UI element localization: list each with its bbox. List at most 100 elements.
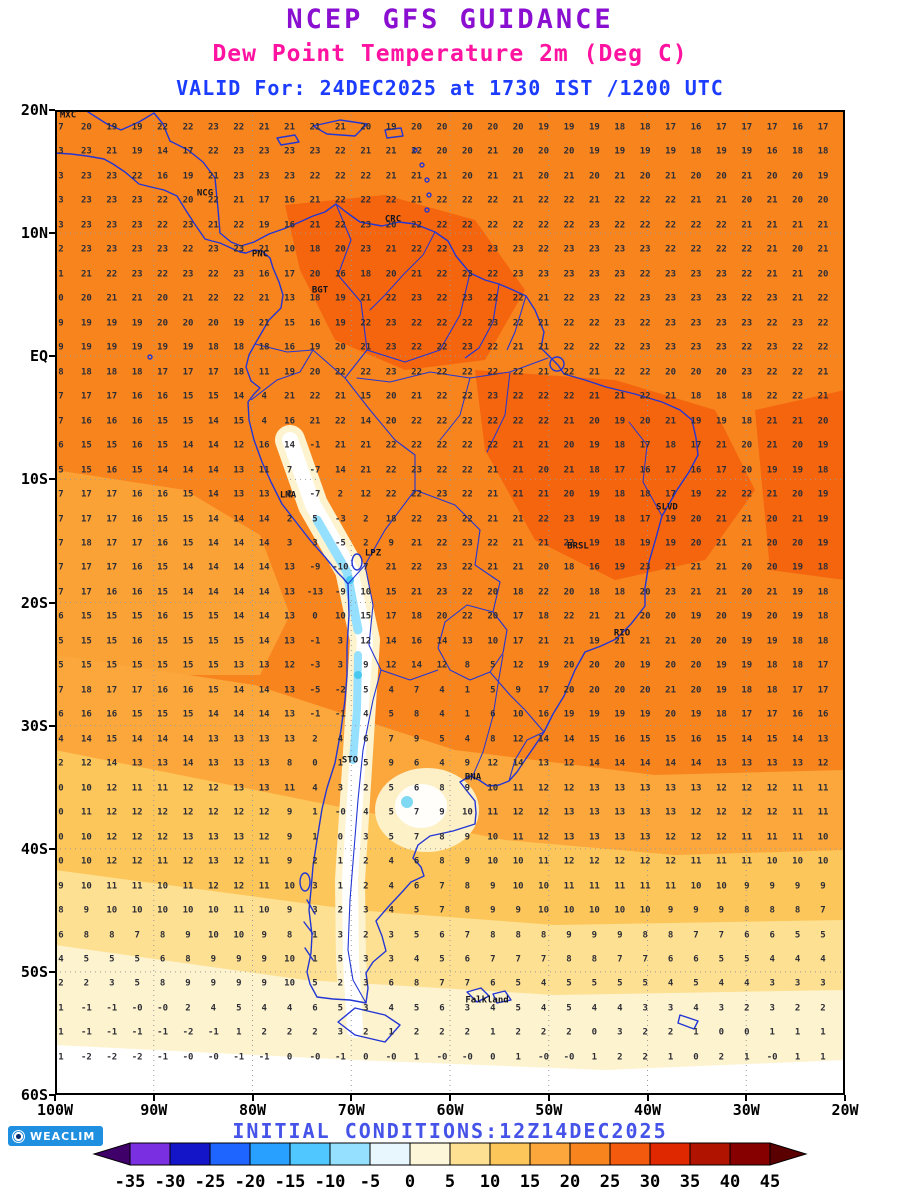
grid-value: 21 <box>411 587 423 598</box>
grid-value: 21 <box>715 195 727 206</box>
grid-value: 13 <box>258 734 270 745</box>
grid-value: 11 <box>80 807 92 818</box>
grid-value: 22 <box>436 244 448 255</box>
grid-value: 21 <box>715 514 727 525</box>
grid-value: -1 <box>106 1027 118 1038</box>
grid-value: 22 <box>334 171 346 182</box>
initial-conditions-label: INITIAL CONDITIONS:12Z14DEC2025 <box>232 1119 668 1143</box>
grid-value: 14 <box>690 758 702 769</box>
grid-value: 21 <box>538 342 550 353</box>
grid-value: 2 <box>413 1027 420 1038</box>
grid-value: 20 <box>715 636 727 647</box>
grid-value: -13 <box>306 587 324 598</box>
grid-value: 20 <box>512 122 524 133</box>
grid-value: 9 <box>820 881 826 892</box>
grid-value: 2 <box>794 1003 801 1014</box>
grid-value: 21 <box>588 195 600 206</box>
grid-value: 23 <box>258 171 270 182</box>
grid-value: 12 <box>715 807 727 818</box>
page-subtitle: Dew Point Temperature 2m (Deg C) <box>212 41 688 67</box>
grid-value: 15 <box>385 587 397 598</box>
grid-value: -1 <box>157 1027 169 1038</box>
grid-value: 22 <box>563 538 575 549</box>
grid-value: 13 <box>284 685 296 696</box>
grid-value: 15 <box>207 660 219 671</box>
grid-value: 10 <box>614 905 626 916</box>
grid-value: 16 <box>284 195 296 206</box>
grid-value: 18 <box>715 709 727 720</box>
grid-value: 14 <box>182 734 194 745</box>
map-graphic <box>55 110 845 1095</box>
grid-value: 11 <box>715 856 727 867</box>
grid-value: 20 <box>614 685 626 696</box>
grid-value: 14 <box>233 562 245 573</box>
grid-value: 2 <box>363 881 369 892</box>
grid-value: 11 <box>131 881 143 892</box>
grid-value: 13 <box>284 734 296 745</box>
grid-value: 14 <box>258 538 270 549</box>
grid-value: 18 <box>741 416 753 427</box>
grid-value: 12 <box>233 856 245 867</box>
grid-value: 23 <box>233 146 245 157</box>
grid-value: 14 <box>182 562 194 573</box>
grid-value: 14 <box>207 514 219 525</box>
grid-value: 23 <box>182 220 194 231</box>
grid-value: 18 <box>80 367 92 378</box>
grid-value: 22 <box>436 465 448 476</box>
grid-value: 16 <box>614 734 626 745</box>
grid-value: 17 <box>258 195 270 206</box>
grid-value: 3 <box>58 171 64 182</box>
grid-value: 18 <box>614 440 626 451</box>
grid-value: 11 <box>182 881 194 892</box>
grid-value: 16 <box>639 465 651 476</box>
grid-value: 5 <box>337 954 344 965</box>
grid-value: 6 <box>312 1003 318 1014</box>
grid-value: 21 <box>334 391 346 402</box>
grid-value: 21 <box>512 514 524 525</box>
grid-value: 22 <box>436 440 448 451</box>
grid-value: 12 <box>360 636 372 647</box>
grid-value: 9 <box>794 881 801 892</box>
grid-value: 18 <box>106 367 118 378</box>
lon-tick <box>449 1095 451 1101</box>
grid-value: 20 <box>461 171 473 182</box>
grid-value: 20 <box>461 122 473 133</box>
grid-value: 16 <box>80 416 92 427</box>
grid-value: 8 <box>464 660 471 671</box>
grid-value: 18 <box>817 611 829 622</box>
grid-value: 9 <box>261 978 267 989</box>
grid-value: 5 <box>794 930 801 940</box>
grid-value: 20 <box>385 220 397 231</box>
grid-value: 22 <box>436 293 448 304</box>
grid-value: 11 <box>538 856 550 867</box>
grid-value: 4 <box>58 734 64 745</box>
grid-value: 14 <box>741 734 753 745</box>
grid-value: 16 <box>106 587 118 598</box>
grid-value: 5 <box>109 954 115 965</box>
grid-value: 22 <box>233 220 245 231</box>
grid-value: 5 <box>388 783 394 794</box>
grid-value: -0 <box>766 1052 778 1063</box>
grid-value: 23 <box>588 244 600 255</box>
grid-value: 8 <box>109 930 115 940</box>
grid-value: 22 <box>588 318 600 329</box>
grid-value: 21 <box>588 391 600 402</box>
grid-value: 5 <box>312 514 318 525</box>
grid-value: 20 <box>80 293 92 304</box>
grid-value: 19 <box>817 440 829 451</box>
grid-value: 18 <box>614 514 626 525</box>
grid-value: 12 <box>487 758 499 769</box>
grid-value: 7 <box>363 562 369 573</box>
grid-value: 22 <box>334 220 346 231</box>
grid-value: 22 <box>334 195 346 206</box>
grid-value: 22 <box>233 293 245 304</box>
grid-value: 20 <box>639 171 651 182</box>
grid-value: 23 <box>461 293 473 304</box>
colorbar-segment <box>209 1142 251 1166</box>
weaclim-logo-icon <box>12 1129 25 1143</box>
grid-value: 7 <box>58 489 64 500</box>
grid-value: 15 <box>80 440 92 451</box>
grid-value: 22 <box>690 220 702 231</box>
grid-value: 12 <box>715 783 727 794</box>
grid-value: 21 <box>766 587 778 598</box>
